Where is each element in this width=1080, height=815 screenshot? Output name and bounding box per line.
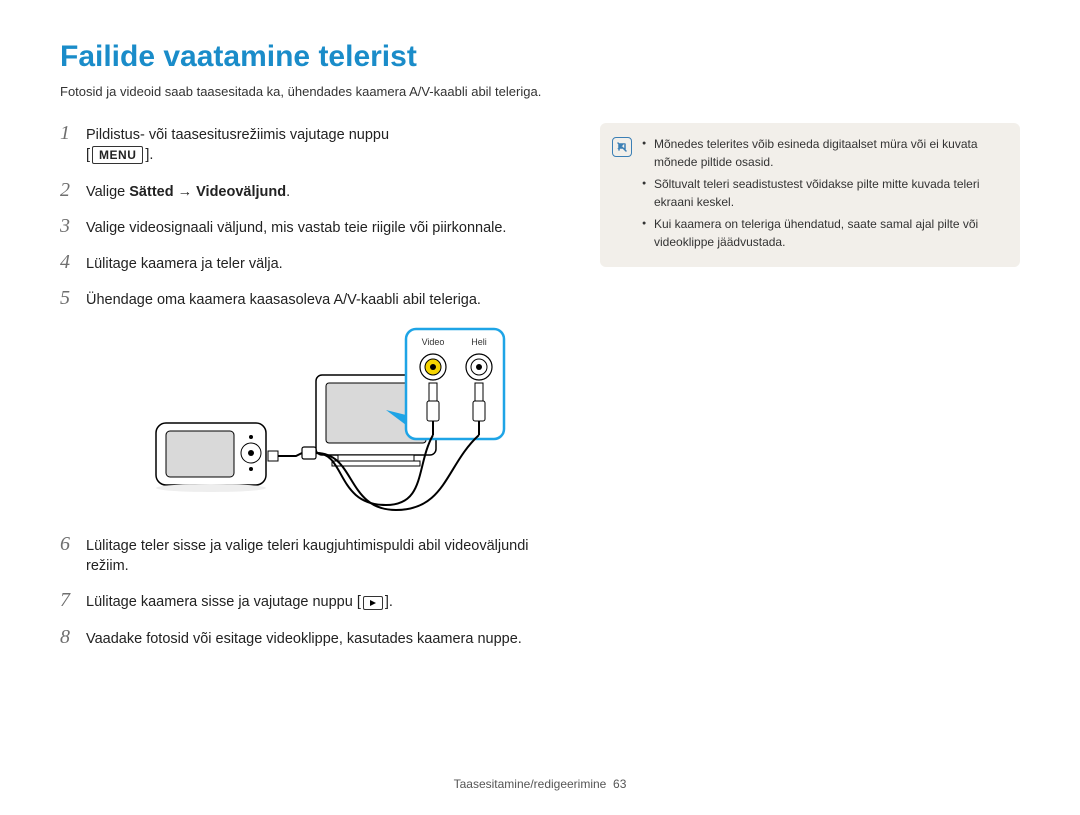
video-label: Video [422,337,445,347]
step-2: 2 Valige Sätted → Videoväljund. [60,180,560,202]
page-title: Failide vaatamine telerist [60,40,1020,74]
step-number: 4 [60,252,86,272]
step-body: Vaadake fotosid või esitage videoklippe,… [86,627,560,649]
diagram-step: Video Heli [60,325,560,520]
step-1: 1 Pildistus- või taasesitusrežiimis vaju… [60,123,560,166]
step-bold: Sätted → Videoväljund [129,184,286,200]
audio-label: Heli [471,337,487,347]
page-subtitle: Fotosid ja videoid saab taasesitada ka, … [60,84,1020,99]
step-text: Pildistus- või taasesitusrežiimis vajuta… [86,127,389,143]
step-7: 7 Lülitage kaamera sisse ja vajutage nup… [60,590,560,612]
note-item: Mõnedes telerites võib esineda digitaals… [642,135,1004,171]
step-number: 7 [60,590,86,610]
step-6: 6 Lülitage teler sisse ja valige teleri … [60,534,560,577]
step-text-post: . [149,147,153,163]
note-item: Sõltuvalt teleri seadistustest võidakse … [642,175,1004,211]
note-item: Kui kaamera on teleriga ühendatud, saate… [642,215,1004,251]
step-8: 8 Vaadake fotosid või esitage videoklipp… [60,627,560,649]
step-number: 6 [60,534,86,554]
note-box: Mõnedes telerites võib esineda digitaals… [600,123,1020,267]
connection-diagram: Video Heli [86,325,560,520]
step-body: Lülitage teler sisse ja valige teleri ka… [86,534,560,577]
step-text-post: ]. [385,594,393,610]
step-4: 4 Lülitage kaamera ja teler välja. [60,252,560,274]
note-list: Mõnedes telerites võib esineda digitaals… [642,135,1004,255]
step-text-post: . [286,184,290,200]
step-body: Ühendage oma kaamera kaasasoleva A/V-kaa… [86,288,560,310]
step-3: 3 Valige videosignaali väljund, mis vast… [60,216,560,238]
step-body: Lülitage kaamera sisse ja vajutage nuppu… [86,590,560,612]
step-number: 2 [60,180,86,200]
menu-button-label: MENU [92,146,143,164]
camera-icon [156,423,278,492]
footer-label: Taasesitamine/redigeerimine [454,777,607,791]
footer-page: 63 [613,777,626,791]
step-body: Valige Sätted → Videoväljund. [86,180,560,202]
play-icon [363,596,383,610]
step-list: 1 Pildistus- või taasesitusrežiimis vaju… [60,123,560,649]
page-footer: Taasesitamine/redigeerimine 63 [0,777,1080,791]
left-column: 1 Pildistus- või taasesitusrežiimis vaju… [60,123,560,663]
step-text: Lülitage kaamera sisse ja vajutage nuppu… [86,594,361,610]
content-columns: 1 Pildistus- või taasesitusrežiimis vaju… [60,123,1020,663]
step-body: Valige videosignaali väljund, mis vastab… [86,216,560,238]
step-body: Pildistus- või taasesitusrežiimis vajuta… [86,123,560,166]
step-number: 3 [60,216,86,236]
step-number: 5 [60,288,86,308]
right-column: Mõnedes telerites võib esineda digitaals… [600,123,1020,663]
step-text: Valige [86,184,129,200]
step-number: 1 [60,123,86,143]
note-icon [612,137,632,157]
step-number: 8 [60,627,86,647]
step-5: 5 Ühendage oma kaamera kaasasoleva A/V-k… [60,288,560,310]
step-body: Lülitage kaamera ja teler välja. [86,252,560,274]
